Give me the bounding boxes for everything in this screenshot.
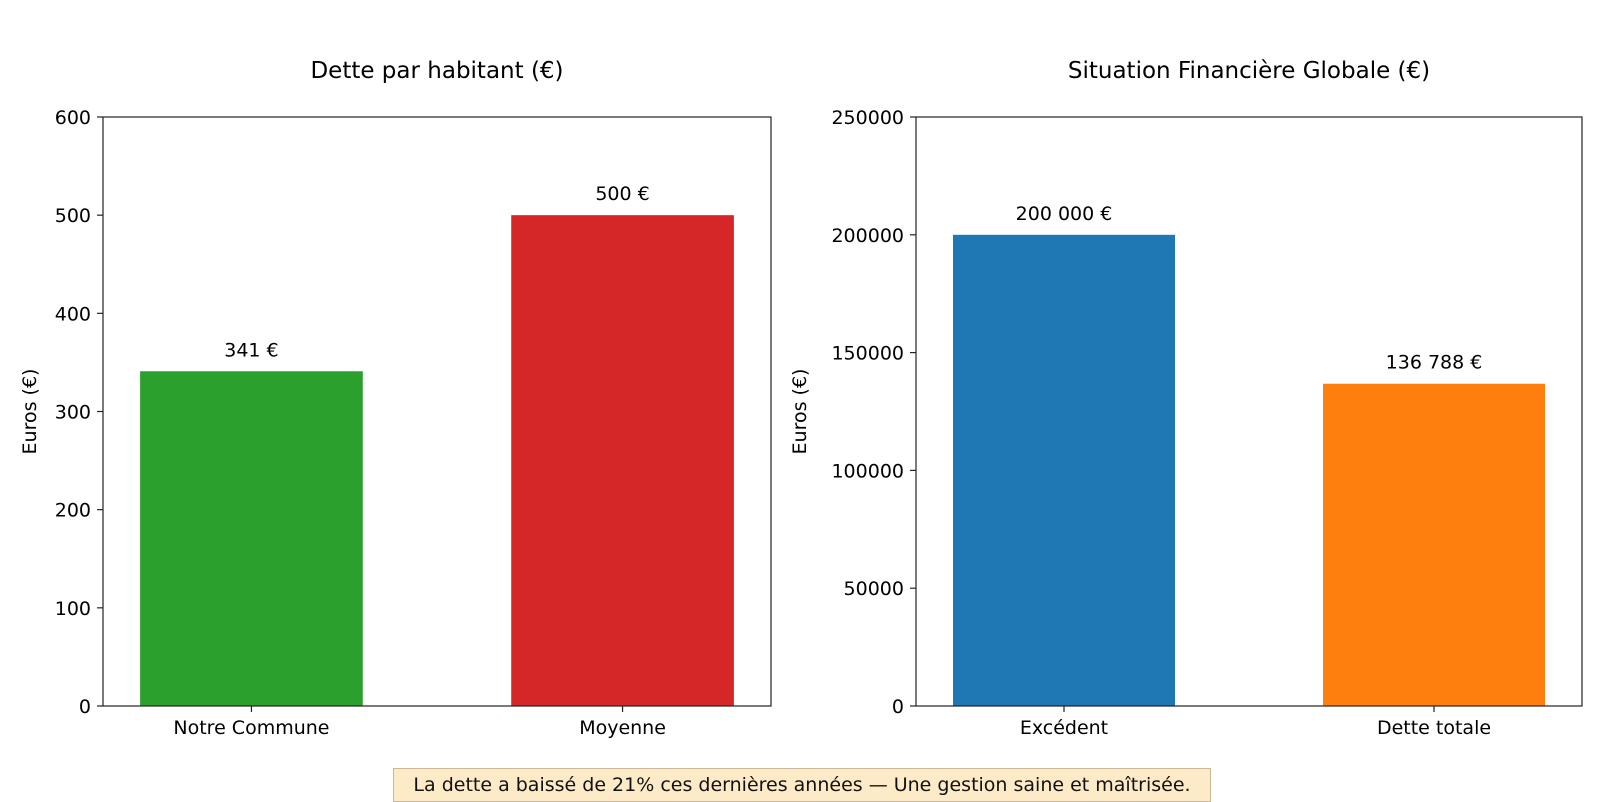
chart2-plot-frame [915, 116, 1583, 707]
chart1-ytick-label-1: 100 [55, 598, 91, 620]
chart2-bar-1 [953, 234, 1175, 707]
chart1-ytick-label-2: 200 [55, 500, 91, 522]
chart2-ytick-label-4: 200000 [831, 225, 904, 247]
chart1-ytick-label-0: 0 [79, 696, 91, 718]
chart2-xtick-label-2: Dette totale [1377, 717, 1491, 739]
chart2-ytick-label-2: 100000 [831, 460, 904, 482]
chart1-data-label-1: 341 € [224, 339, 278, 361]
chart2-data-label-1: 200 000 € [1016, 203, 1113, 225]
chart1-ytick-label-4: 400 [55, 303, 91, 325]
chart1-xtick-label-2: Moyenne [579, 717, 666, 739]
chart2-ytick-label-0: 0 [892, 696, 904, 718]
chart2-xtick-label-1: Excédent [1020, 717, 1108, 739]
chart2-title: Situation Financière Globale (€) [1068, 58, 1430, 84]
caption-note: La dette a baissé de 21% ces dernières a… [393, 768, 1211, 802]
chart1-title: Dette par habitant (€) [310, 58, 563, 84]
chart1-data-label-2: 500 € [595, 183, 649, 205]
chart1-ylabel: Euros (€) [19, 369, 41, 455]
chart2-ylabel: Euros (€) [789, 369, 811, 455]
chart1-bar-1 [140, 371, 363, 706]
chart1-ytick-label-3: 300 [55, 402, 91, 424]
chart1-plot-frame [102, 116, 772, 707]
chart2-bar-2 [1323, 383, 1545, 706]
chart2-data-label-2: 136 788 € [1386, 352, 1483, 374]
chart2-ytick-label-3: 150000 [831, 343, 904, 365]
chart1-bar-2 [511, 215, 734, 706]
chart2-ytick-label-1: 50000 [844, 578, 904, 600]
chart1-xtick-label-1: Notre Commune [173, 717, 329, 739]
chart1-ytick-label-6: 600 [55, 107, 91, 129]
chart1-ytick-label-5: 500 [55, 205, 91, 227]
chart2-ytick-label-5: 250000 [831, 107, 904, 129]
